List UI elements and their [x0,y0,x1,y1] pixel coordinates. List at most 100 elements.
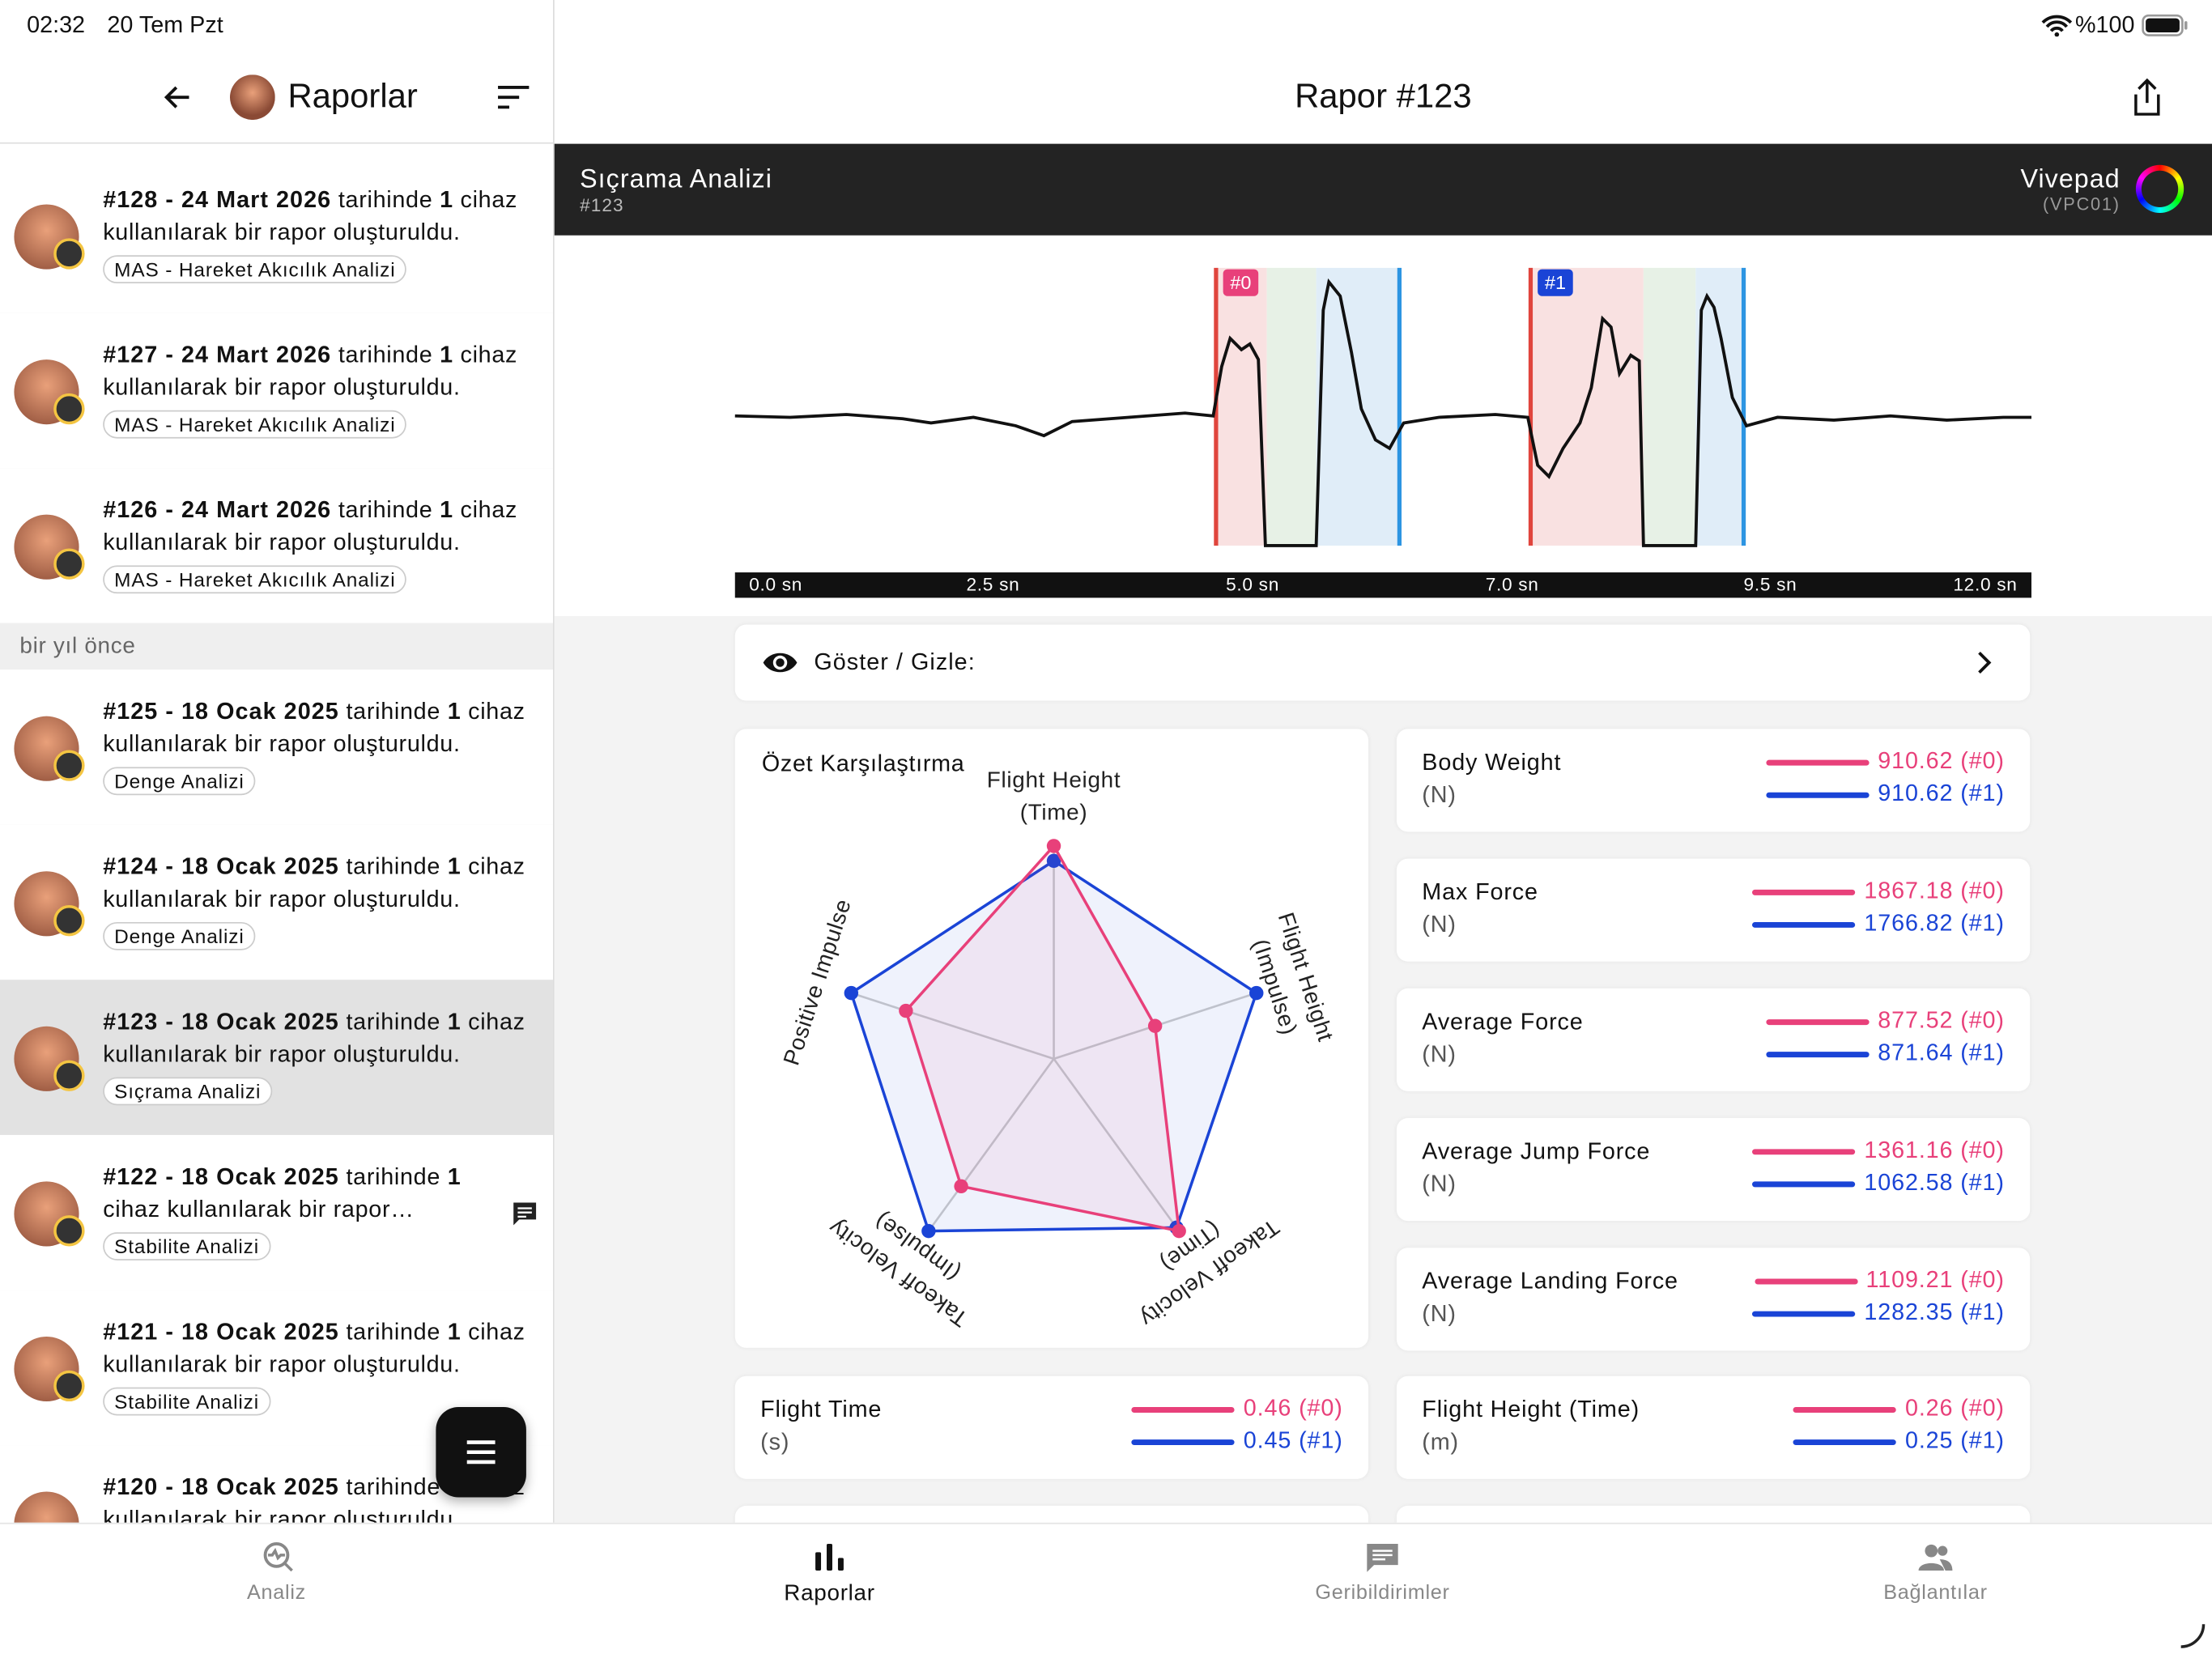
item-count: 1 [447,699,462,725]
radar-axis-label: Positive Impulse [778,895,856,1068]
radar-point [1172,1223,1186,1239]
report-item[interactable]: #123 - 18 Ocak 2025 tarihinde 1 cihaz ku… [0,980,554,1137]
metric-value: 910.62 (#0) [1878,748,2005,775]
item-avatar [14,1491,79,1523]
report-item[interactable]: #124 - 18 Ocak 2025 tarihinde 1 cihaz ku… [0,824,554,982]
metric-unit: (m) [1422,1429,1459,1456]
item-tag: Stabilite Analizi [103,1232,270,1261]
metric-value-row: 1766.82 (#1) [1752,911,2005,937]
metric-bar [1766,759,1870,765]
metric-bar [1766,1051,1870,1057]
radar-card: Özet Karşılaştırma Flight Height (Time) Fl… [734,729,1369,1348]
divider [0,142,554,144]
nav-label: Raporlar [784,1581,875,1606]
time-label: 2.5 sn [966,573,1020,595]
nav-item[interactable]: Analiz [0,1523,553,1658]
signal-chart [554,235,2212,617]
item-tag: MAS - Hareket Akıcılık Analizi [103,565,407,594]
radar-chart: Flight Height (Time) Flight Height(Impulse… [778,767,1338,1333]
nav-label: Geribildirimler [1315,1581,1450,1605]
item-date-word: tarihinde [338,497,433,524]
metric-unit: (N) [1422,782,1457,808]
metric-bar [1752,1148,1856,1154]
device-icon [2135,164,2184,213]
metric-name: Average Force [1422,1009,1584,1035]
item-device-text: cihaz kullanılarak bir rapor oluşturuldu… [103,497,518,556]
bottom-nav [0,1522,2212,1658]
toggle-row[interactable]: Göster / Gizle: [734,624,2031,701]
metric-name: Flight Height (Time) [1422,1397,1640,1423]
item-text: #124 - 18 Ocak 2025 tarihinde 1 cihaz ku… [103,852,540,916]
item-tag: Denge Analizi [103,921,256,950]
nav-icon [1367,1543,1398,1572]
metric-value: 871.64 (#1) [1878,1040,2005,1066]
device-code: (VPC01) [2043,194,2121,215]
item-text: #125 - 18 Ocak 2025 tarihinde 1 cihaz ku… [103,696,540,761]
report-title: Rapor #123 [1295,77,1472,116]
nav-label: Bağlantılar [1883,1581,1988,1605]
report-list: #128 - 24 Mart 2026 tarihinde 1 cihaz ku… [0,143,554,1523]
item-heading: #127 - 24 Mart 2026 [103,342,332,368]
banner-title: Sıçrama Analizi [580,164,772,193]
item-count: 1 [440,497,453,524]
metric-bar [1766,791,1870,797]
item-count: 1 [447,854,462,880]
metric-value-row: 1062.58 (#1) [1752,1170,2005,1197]
report-item[interactable]: #121 - 18 Ocak 2025 tarihinde 1 cihaz ku… [0,1290,554,1447]
radar-axis-label: Flight Height (Time) [987,767,1121,825]
item-device-text: cihaz kullanılarak bir rapor oluşturuldu… [103,187,518,246]
report-item[interactable]: #126 - 24 Mart 2026 tarihinde 1 cihaz ku… [0,468,554,625]
metric-value: 1867.18 (#0) [1864,878,2005,904]
menu-fab[interactable] [436,1407,526,1498]
section-header: bir yıl önce [0,623,554,670]
metric-card: Max Force (N) 1867.18 (#0) 1766.82 (#1) [1396,858,2031,962]
nav-item[interactable]: Geribildirimler [1106,1523,1659,1658]
user-avatar [230,74,275,121]
nav-item[interactable]: Raporlar [553,1523,1106,1658]
item-text: #128 - 24 Mart 2026 tarihinde 1 cihaz ku… [103,185,540,249]
share-button[interactable] [2130,78,2164,117]
metric-bar [1793,1439,1897,1445]
device-badge [53,1370,85,1402]
back-button[interactable] [161,80,195,114]
metric-value: 1361.16 (#0) [1864,1137,2005,1163]
report-item[interactable]: #127 - 24 Mart 2026 tarihinde 1 cihaz ku… [0,312,554,470]
nav-item[interactable]: Bağlantılar [1659,1523,2212,1658]
item-count: 1 [440,342,453,368]
metric-value-row: 0.26 (#0) [1793,1396,2005,1422]
radar-point [1046,839,1061,853]
nav-label: Analiz [246,1581,307,1605]
item-count: 1 [447,1320,462,1346]
jump-marker: #1 [1538,269,1573,296]
item-date-word: tarihinde [346,1009,441,1035]
item-heading: #121 - 18 Ocak 2025 [103,1320,339,1346]
radar-point [844,985,859,1001]
nav-icon [815,1543,844,1571]
metric-unit: (N) [1422,912,1457,938]
metric-card: Average Landing Force (N) 1109.21 (#0) 1282… [1396,1248,2031,1351]
item-tag: Sıçrama Analizi [103,1077,273,1106]
metric-unit: (N) [1422,1301,1457,1327]
report-item[interactable]: #122 - 18 Ocak 2025 tarihinde 1 cihaz ku… [0,1134,554,1292]
report-item[interactable]: #128 - 24 Mart 2026 tarihinde 1 cihaz ku… [0,158,554,315]
metric-bar [1752,889,1856,895]
metric-card: Average Jump Force (N) 1361.16 (#0) 1062.58… [1396,1118,2031,1222]
item-tag: MAS - Hareket Akıcılık Analizi [103,410,407,439]
report-item[interactable]: #125 - 18 Ocak 2025 tarihinde 1 cihaz ku… [0,670,554,827]
metric-value-row: 1361.16 (#0) [1752,1137,2005,1164]
sort-button[interactable] [496,83,530,112]
radar-axis-label: Flight Height(Impulse) [1248,909,1338,1044]
radar-title: Özet Karşılaştırma [761,751,965,777]
nav-icon [1918,1544,1953,1571]
metric-value-row: 0.46 (#0) [1132,1396,1343,1422]
resize-handle [2180,1624,2206,1648]
metric-value-row: 1282.35 (#1) [1752,1300,2005,1327]
radar-point [921,1223,936,1239]
metric-bar [1132,1439,1236,1445]
metric-card: Body Weight (N) 910.62 (#0) 910.62 (#1) [1396,729,2031,832]
metric-unit: (s) [760,1429,790,1456]
item-tag: Denge Analizi [103,767,256,796]
metric-card: Flight Height (Time) (m) 0.26 (#0) 0.25 (#1… [1396,1375,2031,1479]
metric-value-row: 877.52 (#0) [1766,1008,2005,1035]
metric-bar [1752,1180,1856,1187]
